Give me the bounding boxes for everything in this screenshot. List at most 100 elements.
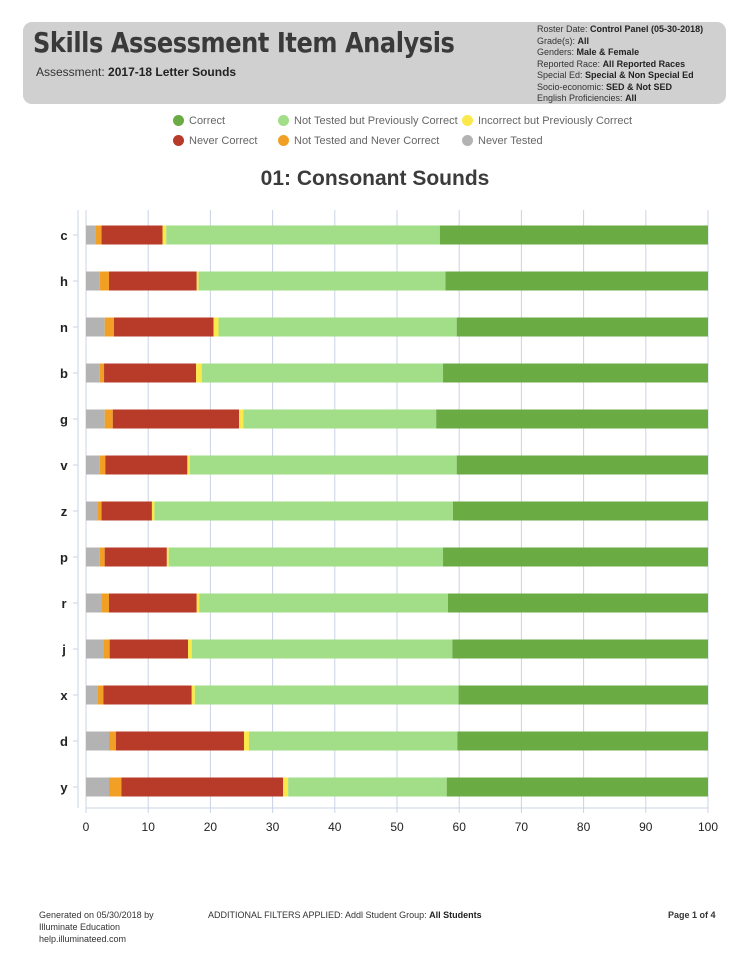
x-tick-label: 40 bbox=[328, 820, 342, 834]
legend-item-incorrect-prev-correct[interactable]: Incorrect but Previously Correct bbox=[462, 115, 632, 127]
bar-segment bbox=[113, 317, 214, 337]
bar-segment bbox=[104, 409, 113, 429]
legend-swatch-incorrect-prev-correct bbox=[462, 115, 473, 126]
bar-segment bbox=[121, 777, 284, 797]
category-label: j bbox=[61, 642, 66, 657]
bar-segment bbox=[109, 639, 189, 659]
legend-item-not-tested-prev-correct[interactable]: Not Tested but Previously Correct bbox=[278, 115, 458, 127]
footer-generated-line: Generated on 05/30/2018 by bbox=[39, 910, 154, 920]
bar-segment bbox=[448, 593, 708, 613]
category-label: g bbox=[60, 412, 68, 427]
bar-segment bbox=[109, 593, 197, 613]
bar-segment bbox=[109, 731, 116, 751]
category-label: b bbox=[60, 366, 68, 381]
bar-segment bbox=[443, 547, 708, 567]
bar-segment bbox=[95, 225, 102, 245]
footer-filters: ADDITIONAL FILTERS APPLIED: Addl Student… bbox=[208, 909, 482, 921]
report-header: Skills Assessment Item Analysis Assessme… bbox=[23, 22, 726, 104]
bar-segment bbox=[101, 593, 110, 613]
bar-segment bbox=[452, 639, 708, 659]
bar-segment bbox=[86, 501, 98, 521]
bar-segment bbox=[97, 685, 104, 705]
category-label: r bbox=[61, 596, 66, 611]
bar-segment bbox=[243, 409, 437, 429]
bar-segment bbox=[99, 271, 110, 291]
x-tick-label: 100 bbox=[698, 820, 718, 834]
bar-segment bbox=[101, 225, 163, 245]
meta-row: Special Ed: Special & Non Special Ed bbox=[537, 70, 694, 80]
legend-item-never-tested[interactable]: Never Tested bbox=[462, 135, 543, 147]
bar-segment bbox=[456, 317, 708, 337]
bar-segment bbox=[196, 363, 202, 383]
bar-segment bbox=[86, 731, 110, 751]
legend-item-not-tested-never-correct[interactable]: Not Tested and Never Correct bbox=[278, 135, 439, 147]
footer-help-link[interactable]: help.illuminateed.com bbox=[39, 934, 127, 944]
footer-generated-line: Illuminate Education bbox=[39, 922, 121, 932]
footer-generated: Generated on 05/30/2018 by Illuminate Ed… bbox=[39, 909, 154, 945]
x-tick-label: 90 bbox=[639, 820, 653, 834]
bar-segment bbox=[199, 593, 449, 613]
bar-segment bbox=[213, 317, 219, 337]
x-tick-label: 50 bbox=[390, 820, 404, 834]
legend-item-correct[interactable]: Correct bbox=[173, 115, 225, 127]
bar-segment bbox=[97, 501, 102, 521]
x-tick-label: 30 bbox=[266, 820, 280, 834]
footer-page-number: Page 1 of 4 bbox=[668, 910, 716, 920]
category-label: v bbox=[60, 458, 68, 473]
legend-swatch-correct bbox=[173, 115, 184, 126]
bar-segment bbox=[86, 455, 100, 475]
bar-segment bbox=[103, 639, 110, 659]
bar-segment bbox=[162, 225, 167, 245]
x-tick-label: 70 bbox=[515, 820, 529, 834]
bar-segment bbox=[101, 501, 152, 521]
bar-segment bbox=[191, 685, 195, 705]
bar-segment bbox=[196, 271, 199, 291]
bar-segment bbox=[104, 547, 167, 567]
category-label: z bbox=[61, 504, 68, 519]
bar-segment bbox=[166, 547, 169, 567]
chart-title: 01: Consonant Sounds bbox=[260, 167, 490, 190]
x-tick-label: 60 bbox=[453, 820, 467, 834]
meta-row: Grade(s): All bbox=[537, 35, 590, 46]
bar-segment bbox=[198, 271, 446, 291]
x-tick-label: 0 bbox=[83, 820, 90, 834]
bar-segment bbox=[248, 731, 458, 751]
bar-segment bbox=[151, 501, 155, 521]
bar-segment bbox=[86, 409, 105, 429]
x-tick-label: 20 bbox=[204, 820, 218, 834]
bar-segment bbox=[109, 777, 122, 797]
bar-segment bbox=[99, 547, 105, 567]
bar-segment bbox=[86, 639, 104, 659]
bar-segment bbox=[288, 777, 447, 797]
bar-segment bbox=[458, 685, 708, 705]
bar-segment bbox=[86, 225, 96, 245]
bar-segment bbox=[446, 777, 708, 797]
assessment-line: Assessment: 2017-18 Letter Sounds bbox=[36, 65, 236, 79]
category-label: n bbox=[60, 320, 68, 335]
legend-swatch-not-tested-never-correct bbox=[278, 135, 289, 146]
bar-segment bbox=[218, 317, 457, 337]
x-tick-label: 80 bbox=[577, 820, 591, 834]
bar-segment bbox=[243, 731, 249, 751]
bar-segment bbox=[112, 409, 240, 429]
bar-segment bbox=[201, 363, 444, 383]
bar-segment bbox=[194, 685, 459, 705]
footer-filters-label: ADDITIONAL FILTERS APPLIED: Addl Student… bbox=[208, 910, 427, 920]
legend-swatch-not-tested-prev-correct bbox=[278, 115, 289, 126]
category-label: y bbox=[60, 780, 68, 795]
bar-segment bbox=[99, 455, 106, 475]
category-label: c bbox=[60, 228, 67, 243]
legend-item-never-correct[interactable]: Never Correct bbox=[173, 135, 257, 147]
bar-segment bbox=[86, 363, 100, 383]
bar-segment bbox=[188, 639, 192, 659]
assessment-label: Assessment: bbox=[36, 65, 105, 79]
bar-segment bbox=[191, 639, 453, 659]
report-title: Skills Assessment Item Analysis bbox=[33, 26, 455, 59]
bar-segment bbox=[86, 271, 100, 291]
bar-segment bbox=[187, 455, 190, 475]
bar-segment bbox=[86, 317, 105, 337]
bar-segment bbox=[196, 593, 200, 613]
meta-row: Reported Race: All Reported Races bbox=[537, 58, 686, 69]
report-filters-meta: Roster Date: Control Panel (05-30-2018) … bbox=[537, 24, 703, 105]
